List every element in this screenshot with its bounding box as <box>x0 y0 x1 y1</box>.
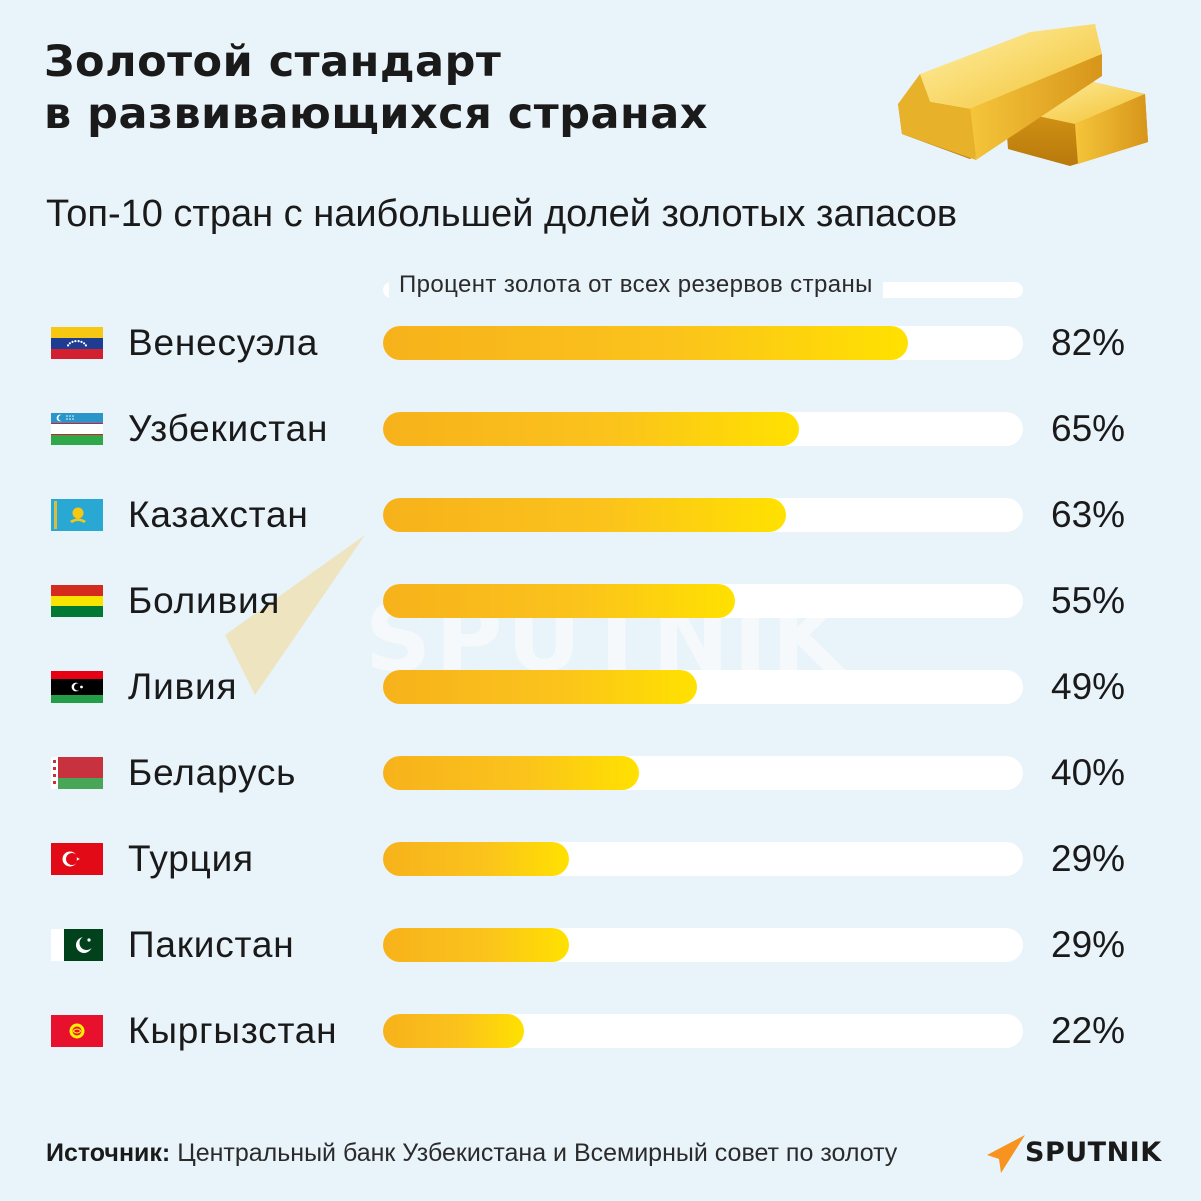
value-label: 82% <box>1051 322 1126 363</box>
source-text: Центральный банк Узбекистана и Всемирный… <box>170 1139 898 1167</box>
bar-track <box>383 842 1023 876</box>
bar-row: Венесуэла 82% <box>0 308 1201 378</box>
value-label: 29% <box>1051 924 1126 965</box>
bar-row: Турция 29% <box>0 824 1201 894</box>
category-label: Ливия <box>128 666 238 707</box>
bar-track <box>383 326 1023 360</box>
value-label: 55% <box>1051 580 1126 621</box>
bar-track <box>383 498 1023 532</box>
bar <box>383 1014 524 1048</box>
page-title: Золотой стандарт в развивающихся странах <box>44 36 708 140</box>
category-label: Турция <box>128 838 254 879</box>
pakistan-flag-icon <box>51 929 103 961</box>
sputnik-logo: SPUTNIK <box>985 1133 1165 1175</box>
x-axis-label: Процент золота от всех резервов страны <box>389 270 883 300</box>
bar <box>383 928 569 962</box>
bar-track <box>383 756 1023 790</box>
bar-row: Казахстан 63% <box>0 480 1201 550</box>
bar <box>383 584 735 618</box>
bar <box>383 412 799 446</box>
source-label: Источник: <box>46 1139 171 1167</box>
bar-track <box>383 928 1023 962</box>
bar-row: Кыргызстан 22% <box>0 996 1201 1066</box>
source-note: Источник: Центральный банк Узбекистана и… <box>46 1139 897 1168</box>
title-line-2: в развивающихся странах <box>44 89 708 139</box>
bar-row: Узбекистан 65% <box>0 394 1201 464</box>
category-label: Беларусь <box>128 752 297 793</box>
bar-track <box>383 1014 1023 1048</box>
category-label: Боливия <box>128 580 281 621</box>
bar-row: Беларусь 40% <box>0 738 1201 808</box>
logo-text: SPUTNIK <box>1025 1137 1162 1168</box>
chart-subtitle: Топ-10 стран с наибольшей долей золотых … <box>46 193 958 235</box>
gold-bars-icon <box>898 24 1148 166</box>
bar-track <box>383 670 1023 704</box>
bar-row: Боливия 55% <box>0 566 1201 636</box>
libya-flag-icon <box>51 671 103 703</box>
category-label: Кыргызстан <box>128 1010 338 1051</box>
bar <box>383 326 908 360</box>
category-label: Узбекистан <box>128 408 329 449</box>
bar-row: Ливия 49% <box>0 652 1201 722</box>
bar <box>383 670 697 704</box>
bar-track <box>383 412 1023 446</box>
kazakhstan-flag-icon <box>51 499 103 531</box>
value-label: 63% <box>1051 494 1126 535</box>
belarus-flag-icon <box>51 757 103 789</box>
bar <box>383 842 569 876</box>
bolivia-flag-icon <box>51 585 103 617</box>
bar <box>383 756 639 790</box>
sputnik-logo-icon <box>987 1135 1025 1173</box>
kyrgyzstan-flag-icon <box>51 1015 103 1047</box>
bar-row: Пакистан 29% <box>0 910 1201 980</box>
value-label: 49% <box>1051 666 1126 707</box>
bar <box>383 498 787 532</box>
value-label: 40% <box>1051 752 1126 793</box>
axis-label: Процент золота от всех резервов страны <box>383 270 1023 300</box>
category-label: Казахстан <box>128 494 309 535</box>
value-label: 65% <box>1051 408 1126 449</box>
category-label: Пакистан <box>128 924 295 965</box>
value-label: 29% <box>1051 838 1126 879</box>
bar-track <box>383 584 1023 618</box>
value-label: 22% <box>1051 1010 1126 1051</box>
category-label: Венесуэла <box>128 322 319 363</box>
uzbekistan-flag-icon <box>51 413 103 445</box>
venezuela-flag-icon <box>51 327 103 359</box>
turkey-flag-icon <box>51 843 103 875</box>
title-line-1: Золотой стандарт <box>44 37 502 87</box>
